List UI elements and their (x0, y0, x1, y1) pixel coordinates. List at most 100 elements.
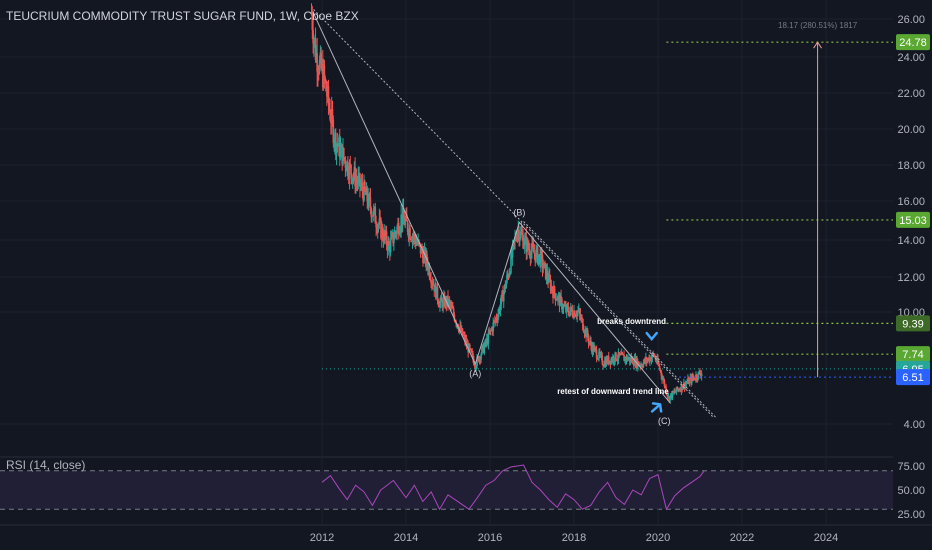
candle-body (587, 337, 590, 344)
candle-body (326, 85, 329, 97)
candle-body (514, 236, 516, 242)
candle-body (553, 286, 555, 298)
candle-body (355, 179, 357, 187)
candle-body (330, 109, 333, 124)
candle-body (700, 374, 702, 377)
candle-body (414, 234, 416, 240)
rsi-indicator-title[interactable]: RSI (14, close) (6, 458, 86, 472)
candle-body (339, 146, 342, 158)
candle-body (598, 351, 600, 359)
candle-body (381, 227, 384, 238)
candle-body (343, 157, 346, 160)
candle-body (611, 356, 614, 362)
candle-body (629, 357, 632, 362)
candle-body (352, 176, 355, 179)
candle-body (353, 167, 356, 177)
candle-body (670, 393, 672, 396)
candle-body (597, 358, 600, 360)
candle-body (653, 353, 655, 357)
candle-body (505, 282, 507, 289)
retest-arrow-icon (650, 402, 663, 413)
candle-body (476, 356, 478, 367)
candle-body (621, 352, 624, 355)
candle-body (578, 309, 580, 311)
candle-body (698, 371, 700, 373)
candle-body (325, 80, 327, 91)
candle-body (463, 335, 465, 337)
candle-body (534, 253, 537, 262)
candle-body (687, 378, 689, 383)
candle-body (391, 232, 394, 236)
candle-body (662, 379, 665, 381)
candle-body (500, 295, 503, 305)
price-tick-label: 14.00 (897, 235, 925, 247)
candle-body (560, 295, 562, 299)
candle-body (464, 339, 467, 343)
candle-body (523, 237, 526, 246)
candle-body (690, 377, 692, 383)
candle-body (592, 344, 595, 352)
candle-body (436, 287, 439, 301)
candle-body (678, 389, 680, 391)
candle-body (482, 344, 485, 353)
candle-body (584, 328, 587, 334)
price-tick-label: 26.00 (897, 14, 925, 26)
candle-body (335, 143, 338, 153)
candle-body (439, 302, 441, 308)
candle-body (469, 344, 471, 349)
candle-body (595, 347, 597, 350)
candle-body (648, 357, 650, 362)
candle-body (565, 305, 568, 312)
candle-body (432, 284, 435, 286)
candle-body (401, 207, 404, 224)
candle-body (385, 231, 388, 246)
candle-body (522, 235, 524, 248)
candle-body (502, 291, 504, 302)
candle-body (646, 359, 649, 362)
measure-label: 18.17 (280.51%) 1817 (778, 21, 858, 30)
time-tick-label: 2012 (310, 532, 334, 544)
candle-body (677, 389, 679, 391)
candle-body (630, 357, 633, 362)
candle-body (438, 304, 440, 308)
candle-body (700, 373, 703, 377)
candle-body (563, 305, 566, 307)
candle-body (591, 344, 594, 353)
candle-body (316, 53, 318, 72)
candle-body (689, 377, 692, 380)
candle-body (344, 159, 347, 168)
candle-body (349, 163, 352, 165)
candle-body (699, 371, 701, 375)
candle-body (379, 218, 381, 220)
candle-body (686, 382, 688, 384)
candle-body (372, 208, 375, 216)
annotation-text: breaks downtrend (597, 317, 666, 326)
candle-body (485, 340, 487, 344)
candle-body (649, 357, 652, 361)
candle-body (668, 396, 671, 401)
candle-body (337, 144, 339, 147)
candle-body (441, 300, 444, 308)
candle-body (312, 30, 314, 44)
level-price-badge: 15.03 (899, 215, 927, 227)
candle-body (558, 295, 561, 307)
candle-body (474, 366, 477, 369)
candle-body (401, 214, 403, 224)
candle-body (562, 305, 565, 309)
candle-body (406, 221, 409, 232)
candle-body (398, 232, 401, 235)
price-tick-label: 4.00 (904, 419, 925, 431)
candle-body (628, 357, 630, 359)
candle-body (530, 250, 532, 259)
candle-body (527, 248, 530, 250)
candle-body (624, 357, 627, 361)
candle-body (628, 357, 631, 362)
candle-body (685, 383, 688, 385)
candle-body (610, 358, 612, 364)
candle-body (460, 328, 463, 332)
candle-body (633, 357, 636, 366)
candle-body (342, 148, 344, 165)
candle-body (487, 332, 490, 344)
candle-body (613, 361, 616, 363)
